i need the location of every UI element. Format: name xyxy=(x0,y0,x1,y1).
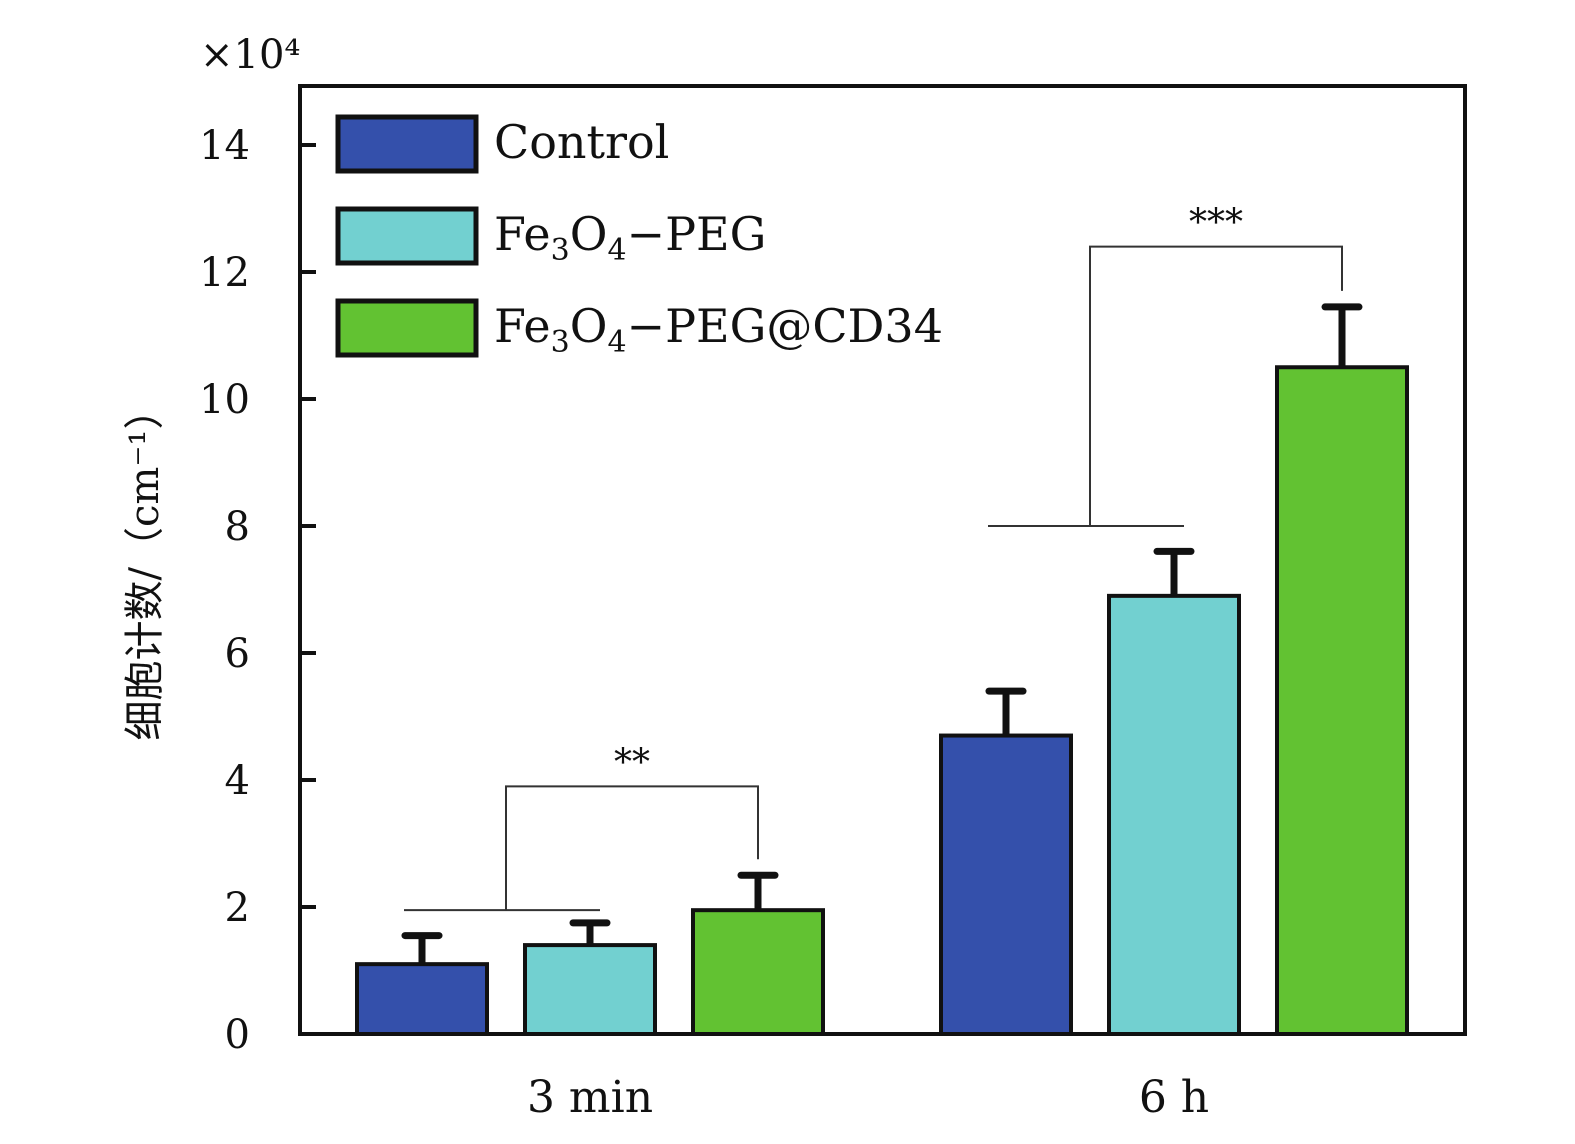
x-category-label: 3 min xyxy=(527,1072,653,1123)
y-tick-label: 8 xyxy=(225,504,250,550)
y-axis-multiplier: ×10⁴ xyxy=(200,32,300,78)
legend-label-0: Control xyxy=(494,115,669,169)
bar-0-2 xyxy=(691,908,825,1036)
significance-label: *** xyxy=(1189,203,1243,244)
bar-1-0 xyxy=(939,733,1073,1036)
legend: Control Fe3O4−PEG Fe3O4−PEG@CD34 xyxy=(335,114,943,360)
bar-0-0 xyxy=(355,962,489,1037)
legend-label-2: Fe3O4−PEG@CD34 xyxy=(494,299,943,360)
y-tick-label: 2 xyxy=(225,885,250,931)
error-bars xyxy=(401,303,1363,965)
plot-frame xyxy=(298,84,1467,1036)
significance-label: ** xyxy=(614,742,650,783)
y-tick-label: 6 xyxy=(225,631,250,677)
x-axis-categories: 3 min 6 h xyxy=(527,1072,1209,1123)
y-axis-label: 细胞计数/（cm⁻¹） xyxy=(122,390,168,741)
y-tick-label: 10 xyxy=(199,377,250,423)
legend-swatch-1 xyxy=(335,206,479,266)
significance-bracket xyxy=(1089,245,1343,526)
bar-1-1 xyxy=(1107,593,1241,1036)
bar-0-1 xyxy=(523,943,657,1036)
y-tick-label: 4 xyxy=(225,758,250,804)
y-tick-label: 14 xyxy=(199,123,250,169)
x-category-label: 6 h xyxy=(1139,1072,1209,1123)
legend-label-1: Fe3O4−PEG xyxy=(494,207,766,268)
bar-1-2 xyxy=(1275,365,1409,1036)
y-axis-ticks: 0 2 4 6 8 10 12 14 xyxy=(199,123,316,1058)
significance-brackets: ***** xyxy=(404,203,1343,912)
significance-bracket xyxy=(505,785,759,911)
y-tick-label: 12 xyxy=(199,250,250,296)
y-tick-label: 0 xyxy=(225,1012,250,1058)
legend-swatch-2 xyxy=(335,298,479,358)
y-axis-label-group: 细胞计数/（cm⁻¹） xyxy=(122,390,168,741)
legend-swatch-0 xyxy=(335,114,479,174)
bars xyxy=(355,365,1409,1037)
